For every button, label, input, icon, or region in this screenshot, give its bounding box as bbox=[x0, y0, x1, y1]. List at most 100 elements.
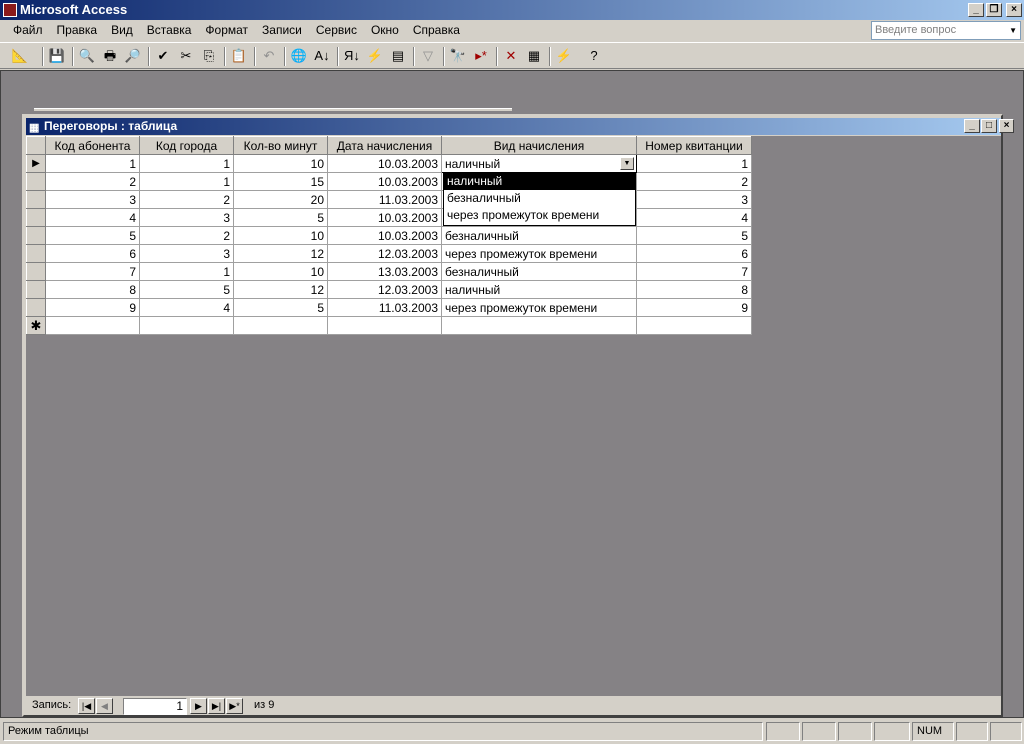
current-record-input[interactable]: 1 bbox=[123, 698, 187, 715]
new-record-icon[interactable]: ▸* bbox=[475, 48, 487, 63]
sort-ascending-icon[interactable]: А↓ bbox=[314, 48, 330, 63]
table-cell[interactable]: 3 bbox=[45, 190, 140, 209]
table-cell[interactable] bbox=[327, 316, 442, 335]
table-cell[interactable] bbox=[233, 316, 328, 335]
table-cell[interactable]: 4 bbox=[636, 208, 752, 227]
find-icon[interactable]: 🔭 bbox=[449, 48, 467, 63]
table-cell[interactable]: 3 bbox=[139, 208, 234, 227]
table-cell[interactable]: 1 bbox=[636, 154, 752, 173]
table-cell[interactable]: через промежуток времени bbox=[441, 244, 637, 263]
table-cell[interactable]: 5 bbox=[636, 226, 752, 245]
close-button[interactable]: × bbox=[1006, 3, 1022, 17]
cut-icon[interactable]: ✂ bbox=[180, 48, 192, 63]
table-cell[interactable] bbox=[139, 316, 234, 335]
table-cell[interactable]: 11.03.2003 bbox=[327, 190, 442, 209]
table-cell[interactable]: 5 bbox=[233, 208, 328, 227]
menu-7[interactable]: Окно bbox=[370, 23, 399, 37]
new-object-icon[interactable]: ⚡ bbox=[555, 48, 573, 63]
combo-box-cell[interactable]: наличный ▼ bbox=[441, 154, 637, 173]
menu-5[interactable]: Записи bbox=[262, 23, 302, 37]
table-cell[interactable]: 8 bbox=[636, 280, 752, 299]
table-cell[interactable]: 10 bbox=[233, 226, 328, 245]
record-selector[interactable]: ▶ bbox=[26, 154, 46, 173]
minimize-button[interactable]: _ bbox=[968, 3, 984, 17]
child-minimize-button[interactable]: _ bbox=[964, 119, 980, 133]
spelling-icon[interactable]: ✔ bbox=[157, 48, 169, 63]
table-cell[interactable]: 2 bbox=[139, 226, 234, 245]
record-selector[interactable] bbox=[26, 172, 46, 191]
table-cell[interactable]: 2 bbox=[636, 172, 752, 191]
table-cell[interactable]: безналичный bbox=[441, 226, 637, 245]
hyperlink-icon[interactable]: 🌐 bbox=[290, 48, 308, 63]
table-cell[interactable]: 10.03.2003 bbox=[327, 172, 442, 191]
child-close-button[interactable]: × bbox=[999, 119, 1014, 133]
save-icon[interactable]: 💾 bbox=[48, 48, 66, 63]
dropdown-option[interactable]: наличный bbox=[444, 173, 635, 190]
paste-icon[interactable]: 📋 bbox=[230, 48, 248, 63]
previous-record-button[interactable]: ◀ bbox=[96, 698, 113, 714]
record-selector[interactable] bbox=[26, 208, 46, 227]
filter-by-form-icon[interactable]: ▤ bbox=[391, 48, 405, 63]
sort-descending-icon[interactable]: Я↓ bbox=[344, 48, 360, 63]
undo-icon[interactable]: ↶ bbox=[263, 48, 275, 63]
column-header[interactable]: Номер квитанции bbox=[636, 136, 752, 155]
new-record-nav-button[interactable]: ▶* bbox=[226, 698, 243, 714]
table-cell[interactable]: 10.03.2003 bbox=[327, 226, 442, 245]
table-cell[interactable]: 12.03.2003 bbox=[327, 244, 442, 263]
table-cell[interactable] bbox=[636, 316, 752, 335]
table-cell[interactable]: 4 bbox=[139, 298, 234, 317]
table-cell[interactable]: 20 bbox=[233, 190, 328, 209]
menu-2[interactable]: Вид bbox=[111, 23, 133, 37]
table-cell[interactable]: 1 bbox=[139, 262, 234, 281]
menu-3[interactable]: Вставка bbox=[146, 23, 192, 37]
table-cell[interactable]: 6 bbox=[45, 244, 140, 263]
menu-8[interactable]: Справка bbox=[412, 23, 460, 37]
last-record-button[interactable]: ▶| bbox=[208, 698, 225, 714]
table-cell[interactable]: 10.03.2003 bbox=[327, 208, 442, 227]
table-cell[interactable] bbox=[441, 316, 637, 335]
record-selector[interactable] bbox=[26, 262, 46, 281]
child-maximize-button[interactable]: □ bbox=[981, 119, 997, 133]
design-view-icon[interactable]: 📐 bbox=[11, 48, 29, 63]
table-cell[interactable]: 9 bbox=[45, 298, 140, 317]
table-cell[interactable]: 11.03.2003 bbox=[327, 298, 442, 317]
help-icon[interactable]: ? bbox=[590, 48, 598, 63]
table-cell[interactable]: 10 bbox=[233, 154, 328, 173]
table-cell[interactable]: 3 bbox=[139, 244, 234, 263]
table-cell[interactable]: 8 bbox=[45, 280, 140, 299]
record-selector[interactable] bbox=[26, 190, 46, 209]
table-cell[interactable]: 12 bbox=[233, 244, 328, 263]
table-cell[interactable]: 2 bbox=[139, 190, 234, 209]
record-selector[interactable] bbox=[26, 298, 46, 317]
ask-question-input[interactable]: Введите вопрос ▼ bbox=[871, 21, 1021, 40]
record-selector[interactable] bbox=[26, 244, 46, 263]
apply-filter-icon[interactable]: ▽ bbox=[423, 48, 433, 63]
filter-by-selection-icon[interactable]: ⚡ bbox=[366, 48, 384, 63]
database-window-icon[interactable]: ▦ bbox=[527, 48, 541, 63]
new-record-selector[interactable]: ✱ bbox=[26, 316, 46, 335]
table-cell[interactable]: 5 bbox=[45, 226, 140, 245]
table-cell[interactable]: 10 bbox=[233, 262, 328, 281]
table-cell[interactable]: 6 bbox=[636, 244, 752, 263]
combo-dropdown-list[interactable]: наличный безналичный через промежуток врем… bbox=[443, 172, 636, 226]
table-cell[interactable]: 10.03.2003 bbox=[327, 154, 442, 173]
table-cell[interactable]: 1 bbox=[45, 154, 140, 173]
table-cell[interactable]: 1 bbox=[139, 154, 234, 173]
table-cell[interactable]: наличный bbox=[441, 280, 637, 299]
column-header[interactable]: Кол-во минут bbox=[233, 136, 328, 155]
dropdown-option[interactable]: через промежуток времени bbox=[447, 208, 600, 222]
table-cell[interactable]: 12.03.2003 bbox=[327, 280, 442, 299]
delete-record-icon[interactable]: ✕ bbox=[505, 48, 517, 63]
dropdown-option[interactable]: безналичный bbox=[447, 191, 521, 205]
table-cell[interactable]: 2 bbox=[45, 172, 140, 191]
column-header[interactable]: Дата начисления bbox=[327, 136, 442, 155]
print-preview-icon[interactable]: 🔎 bbox=[124, 48, 142, 63]
combo-dropdown-button[interactable]: ▼ bbox=[620, 157, 634, 170]
next-record-button[interactable]: ▶ bbox=[190, 698, 207, 714]
copy-icon[interactable]: ⎘ bbox=[203, 48, 215, 63]
table-cell[interactable]: 15 bbox=[233, 172, 328, 191]
column-header[interactable]: Вид начисления bbox=[441, 136, 637, 155]
table-cell[interactable]: безналичный bbox=[441, 262, 637, 281]
first-record-button[interactable]: |◀ bbox=[78, 698, 95, 714]
menu-0[interactable]: Файл bbox=[13, 23, 43, 37]
